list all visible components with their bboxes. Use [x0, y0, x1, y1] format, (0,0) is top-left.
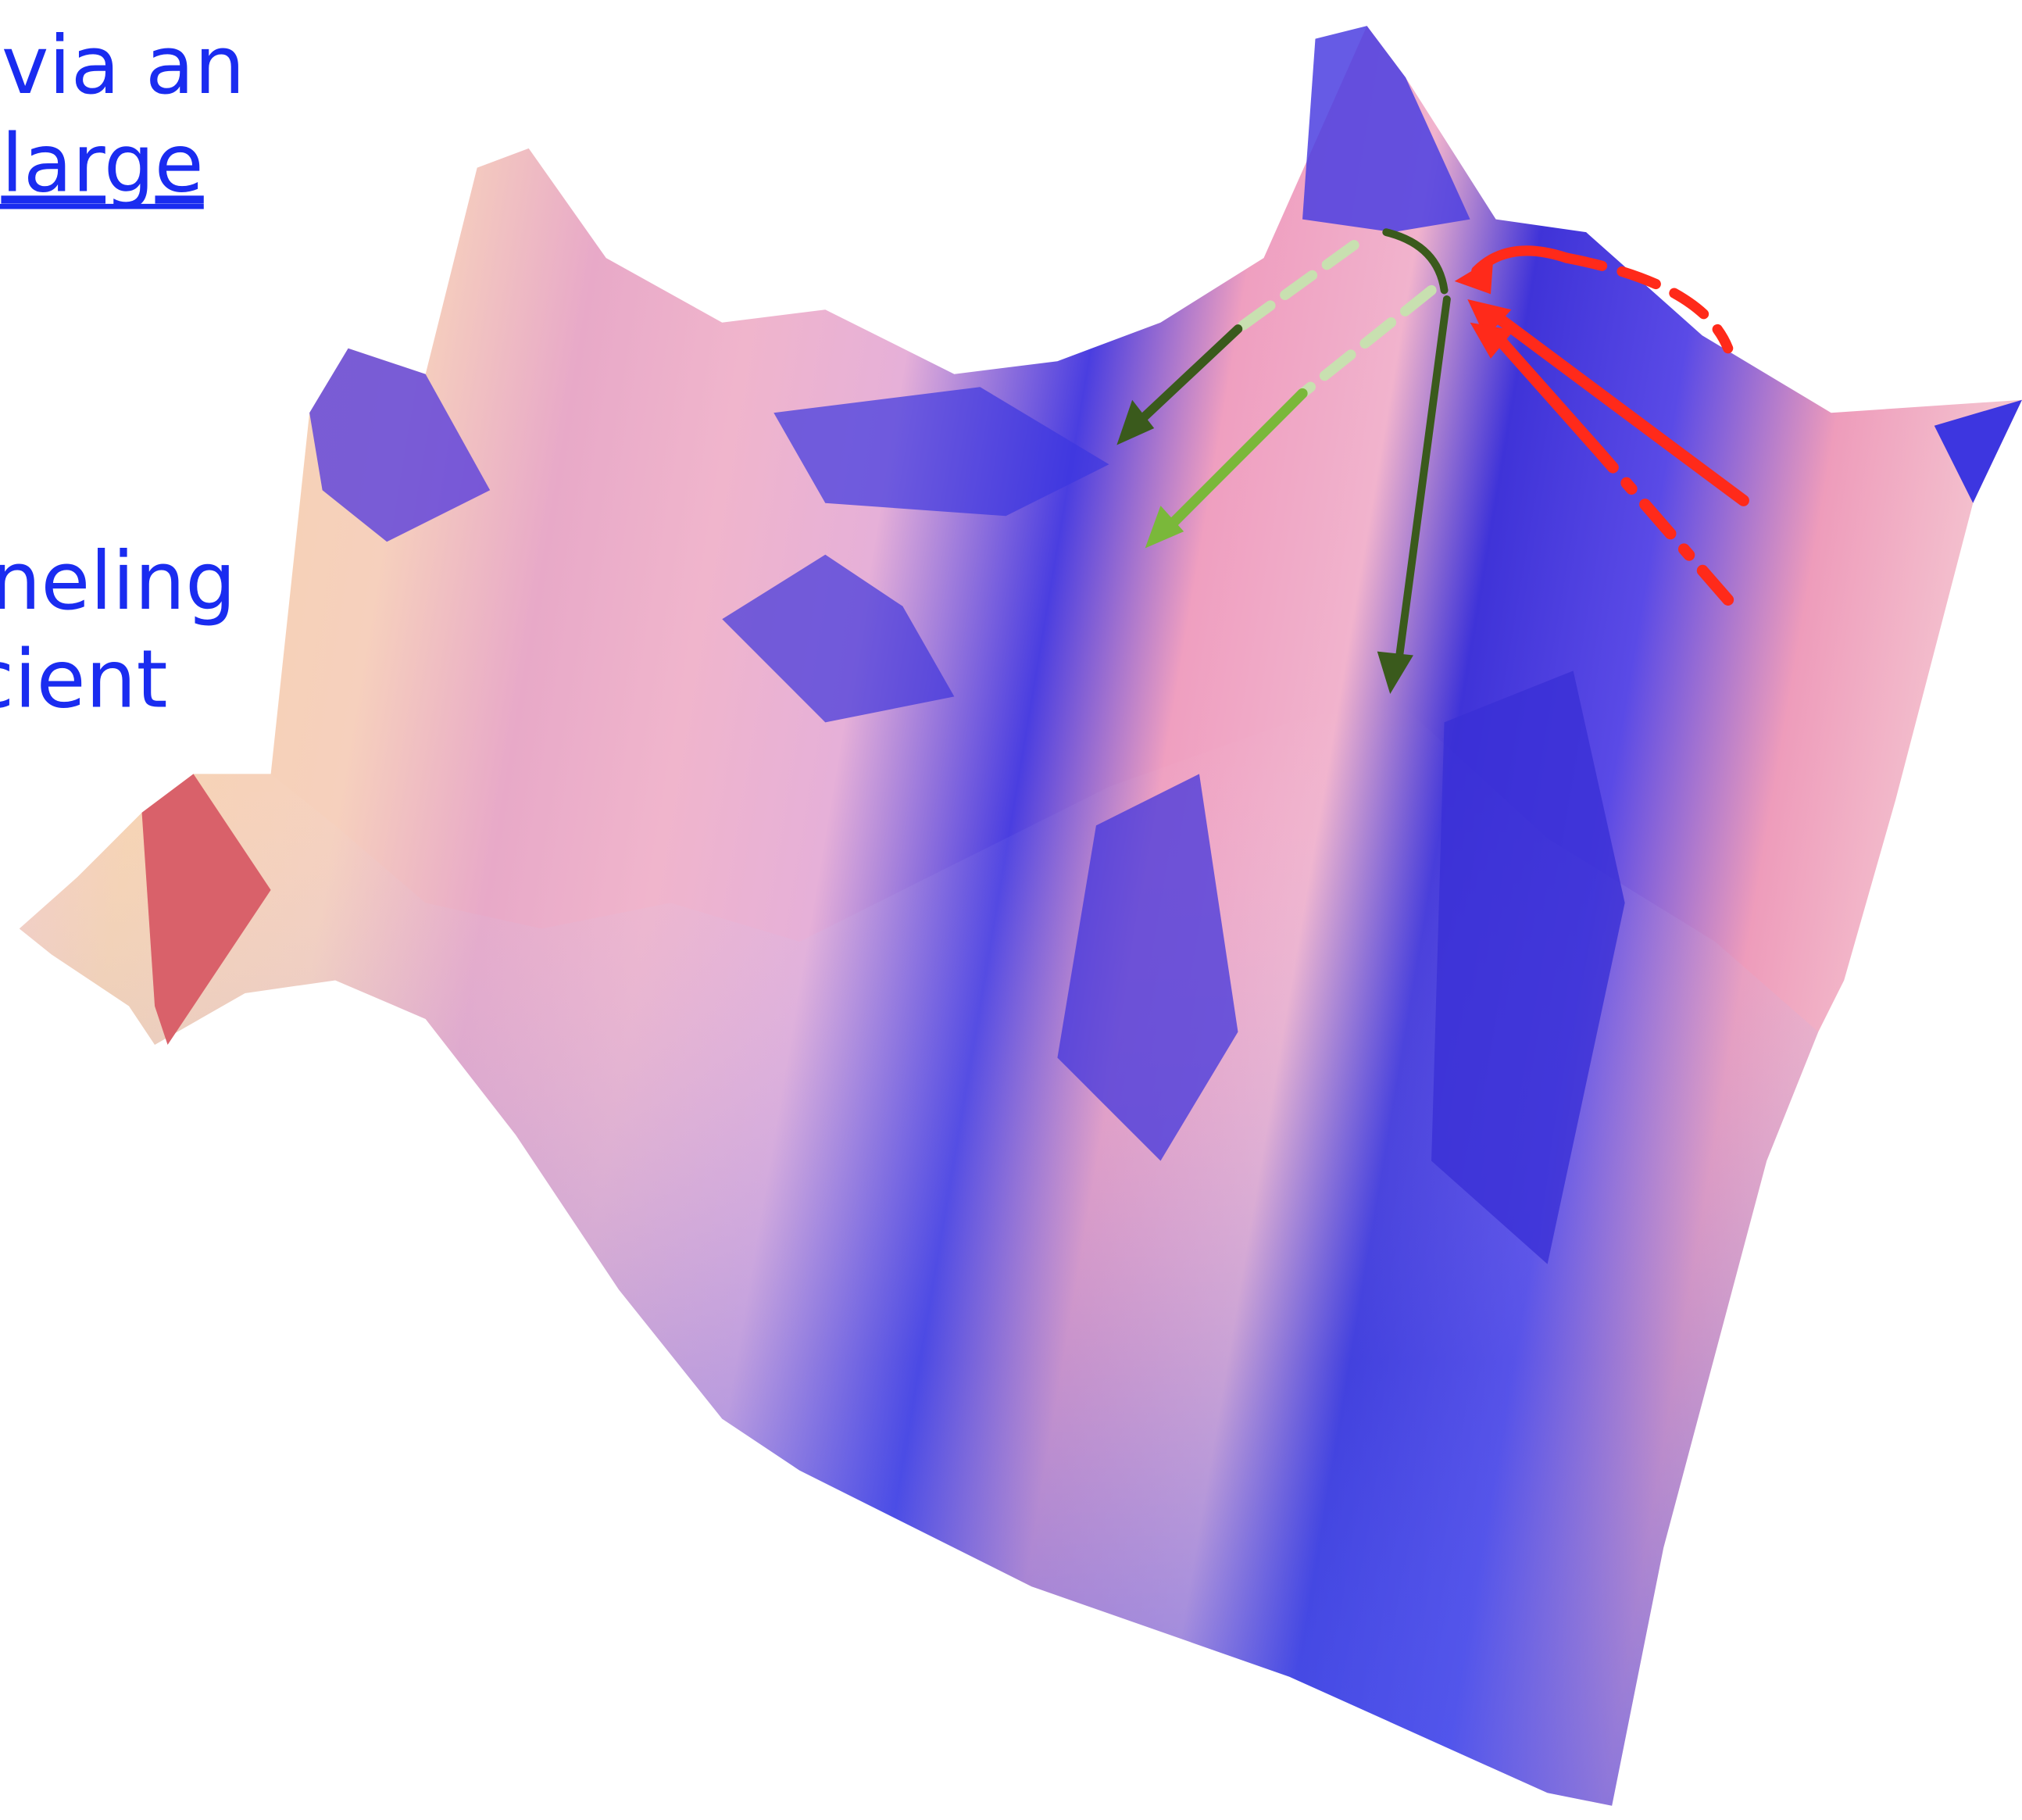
text-line: via an: [2, 20, 245, 113]
text-line: cient: [0, 634, 168, 727]
text-line: large: [1, 117, 203, 210]
text-line: neling: [0, 535, 236, 628]
page: via an large neling cient (() => { const: [0, 0, 2022, 1820]
surface: [20, 26, 2022, 1806]
slide: via an large neling cient: [0, 0, 2022, 1820]
